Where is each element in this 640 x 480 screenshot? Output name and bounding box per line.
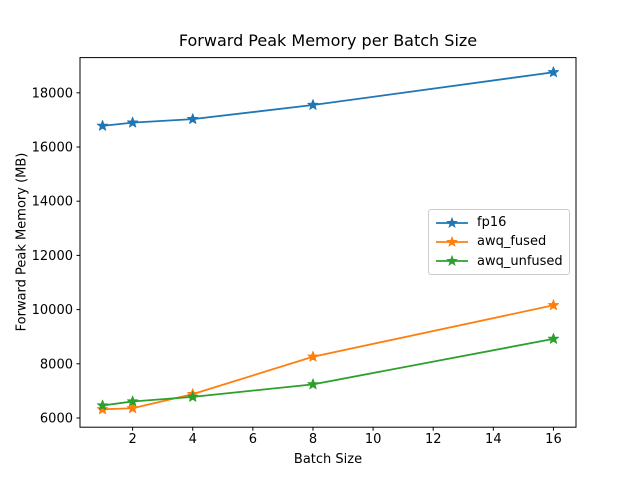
x-axis-label: Batch Size [293, 452, 363, 467]
svg-text:16000: 16000 [32, 141, 73, 156]
svg-text:2: 2 [128, 432, 136, 447]
y-axis-label: Forward Peak Memory (MB) [14, 152, 30, 332]
legend-item-awq-unfused: awq_unfused [435, 252, 563, 271]
chart-title: Forward Peak Memory per Batch Size [178, 31, 478, 50]
legend-line-sample-icon [436, 255, 468, 267]
svg-text:4: 4 [189, 432, 197, 447]
svg-text:10000: 10000 [32, 303, 73, 318]
svg-text:16: 16 [545, 432, 562, 447]
svg-text:6: 6 [249, 432, 257, 447]
legend-label: awq_unfused [477, 253, 563, 269]
svg-text:8: 8 [309, 432, 317, 447]
svg-text:18000: 18000 [32, 86, 73, 101]
svg-text:8000: 8000 [40, 357, 73, 372]
legend-label: fp16 [477, 215, 507, 231]
legend-item-fp16: fp16 [435, 213, 563, 232]
legend: fp16 awq_fused awq_unfused [428, 209, 570, 275]
svg-text:12: 12 [425, 432, 442, 447]
svg-text:14000: 14000 [32, 195, 73, 210]
svg-text:10: 10 [365, 432, 382, 447]
svg-text:12000: 12000 [32, 249, 73, 264]
svg-text:6000: 6000 [40, 411, 73, 426]
legend-item-awq-fused: awq_fused [435, 232, 563, 251]
legend-line-sample-icon [436, 235, 468, 247]
legend-line-sample-icon [436, 216, 468, 228]
svg-text:14: 14 [485, 432, 502, 447]
legend-label: awq_fused [477, 234, 547, 250]
